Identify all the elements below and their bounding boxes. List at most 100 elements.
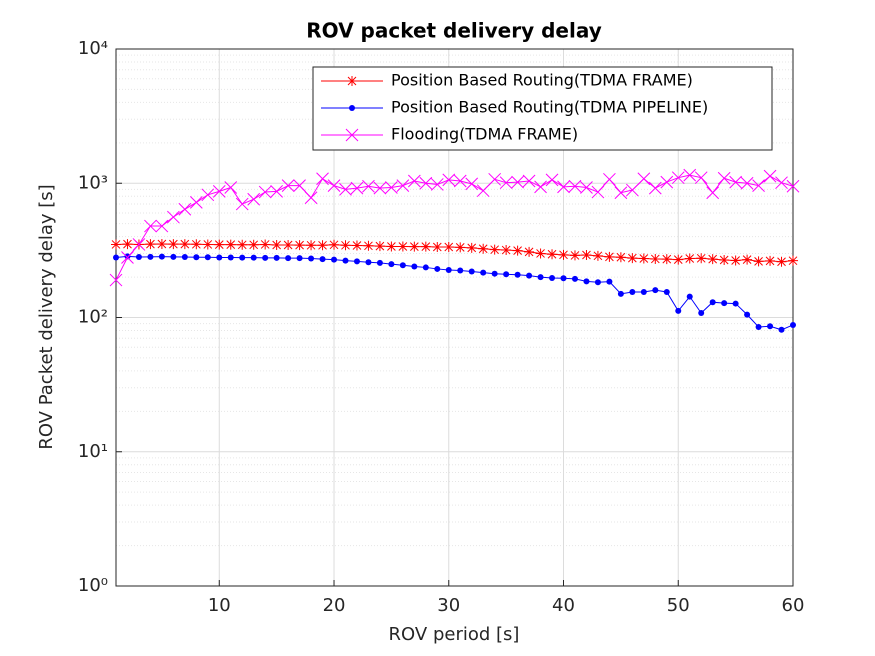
marker bbox=[347, 76, 357, 86]
marker-dot bbox=[262, 254, 269, 261]
x-tick-label: 50 bbox=[667, 595, 690, 616]
marker bbox=[660, 175, 674, 189]
marker-x bbox=[258, 185, 272, 199]
marker bbox=[270, 185, 283, 198]
marker bbox=[376, 259, 383, 266]
marker-x bbox=[419, 176, 433, 190]
marker bbox=[491, 270, 498, 277]
marker bbox=[732, 300, 739, 307]
marker-x bbox=[396, 179, 410, 192]
marker bbox=[522, 174, 536, 188]
marker-dot bbox=[606, 278, 613, 285]
marker-x bbox=[534, 180, 547, 194]
marker-star bbox=[742, 254, 753, 265]
marker-x bbox=[660, 175, 674, 189]
marker bbox=[468, 268, 475, 275]
marker-dot bbox=[147, 253, 154, 260]
marker bbox=[717, 171, 731, 185]
marker-star bbox=[351, 240, 362, 251]
marker bbox=[788, 255, 798, 266]
marker bbox=[638, 253, 649, 264]
marker-star bbox=[661, 254, 672, 265]
legend-label: Flooding(TDMA FRAME) bbox=[391, 125, 578, 144]
marker-x bbox=[499, 176, 513, 190]
marker bbox=[488, 172, 502, 186]
marker bbox=[652, 287, 659, 294]
marker-star bbox=[547, 249, 558, 260]
marker bbox=[281, 179, 295, 192]
marker bbox=[373, 181, 387, 195]
y-tick-label: 10⁰ bbox=[78, 575, 108, 596]
marker-x bbox=[304, 191, 318, 205]
legend-label: Position Based Routing(TDMA PIPELINE) bbox=[391, 98, 708, 117]
marker bbox=[466, 242, 477, 253]
marker-dot bbox=[365, 259, 372, 266]
marker-star bbox=[535, 248, 546, 259]
marker bbox=[686, 293, 693, 300]
marker bbox=[144, 219, 157, 233]
marker-dot bbox=[296, 255, 303, 262]
marker-x bbox=[752, 179, 765, 192]
marker bbox=[329, 239, 340, 250]
marker-star bbox=[478, 243, 489, 254]
marker bbox=[388, 261, 395, 268]
marker bbox=[499, 176, 513, 190]
marker bbox=[362, 179, 375, 193]
marker bbox=[581, 250, 592, 261]
marker bbox=[168, 239, 179, 250]
marker-dot bbox=[732, 300, 739, 307]
marker-x bbox=[786, 179, 800, 193]
marker-dot bbox=[250, 254, 257, 261]
marker-x bbox=[591, 185, 605, 199]
marker bbox=[340, 240, 351, 251]
marker-dot bbox=[308, 255, 315, 262]
legend-box bbox=[312, 66, 773, 151]
marker-dot bbox=[388, 261, 395, 268]
marker-x bbox=[316, 172, 329, 186]
marker-x bbox=[281, 179, 295, 192]
marker bbox=[786, 179, 800, 193]
marker-x bbox=[235, 197, 249, 211]
marker bbox=[503, 271, 510, 278]
marker bbox=[225, 239, 236, 250]
marker bbox=[614, 186, 628, 200]
marker-star bbox=[569, 250, 580, 261]
marker-star bbox=[248, 239, 259, 250]
marker-dot bbox=[537, 274, 544, 281]
marker-x bbox=[706, 186, 720, 200]
marker-star bbox=[191, 239, 202, 250]
marker bbox=[260, 239, 271, 250]
marker-star bbox=[443, 242, 454, 253]
y-tick-label: 10³ bbox=[78, 172, 108, 193]
marker-x bbox=[132, 238, 146, 251]
marker-dot bbox=[640, 288, 647, 295]
marker-dot bbox=[468, 268, 475, 275]
marker-x bbox=[373, 181, 387, 195]
marker bbox=[568, 179, 582, 193]
marker bbox=[443, 242, 454, 253]
y-tick-label: 10⁴ bbox=[78, 38, 108, 59]
marker-dot bbox=[594, 279, 601, 286]
marker bbox=[121, 251, 134, 264]
marker-star bbox=[776, 256, 787, 267]
marker-dot bbox=[124, 253, 131, 260]
marker bbox=[445, 266, 452, 273]
marker-x bbox=[488, 172, 502, 186]
marker-dot bbox=[663, 288, 670, 295]
marker bbox=[167, 210, 180, 224]
marker-star bbox=[271, 239, 282, 250]
marker bbox=[535, 248, 546, 259]
marker bbox=[514, 271, 521, 278]
marker bbox=[308, 255, 315, 262]
marker bbox=[250, 254, 257, 261]
marker bbox=[399, 262, 406, 269]
marker bbox=[640, 288, 647, 295]
marker bbox=[442, 173, 456, 187]
marker bbox=[698, 310, 705, 317]
marker-x bbox=[144, 219, 157, 233]
marker bbox=[156, 238, 167, 249]
marker bbox=[675, 307, 682, 314]
marker bbox=[603, 172, 616, 186]
marker-x bbox=[362, 179, 375, 193]
marker-star bbox=[237, 239, 248, 250]
